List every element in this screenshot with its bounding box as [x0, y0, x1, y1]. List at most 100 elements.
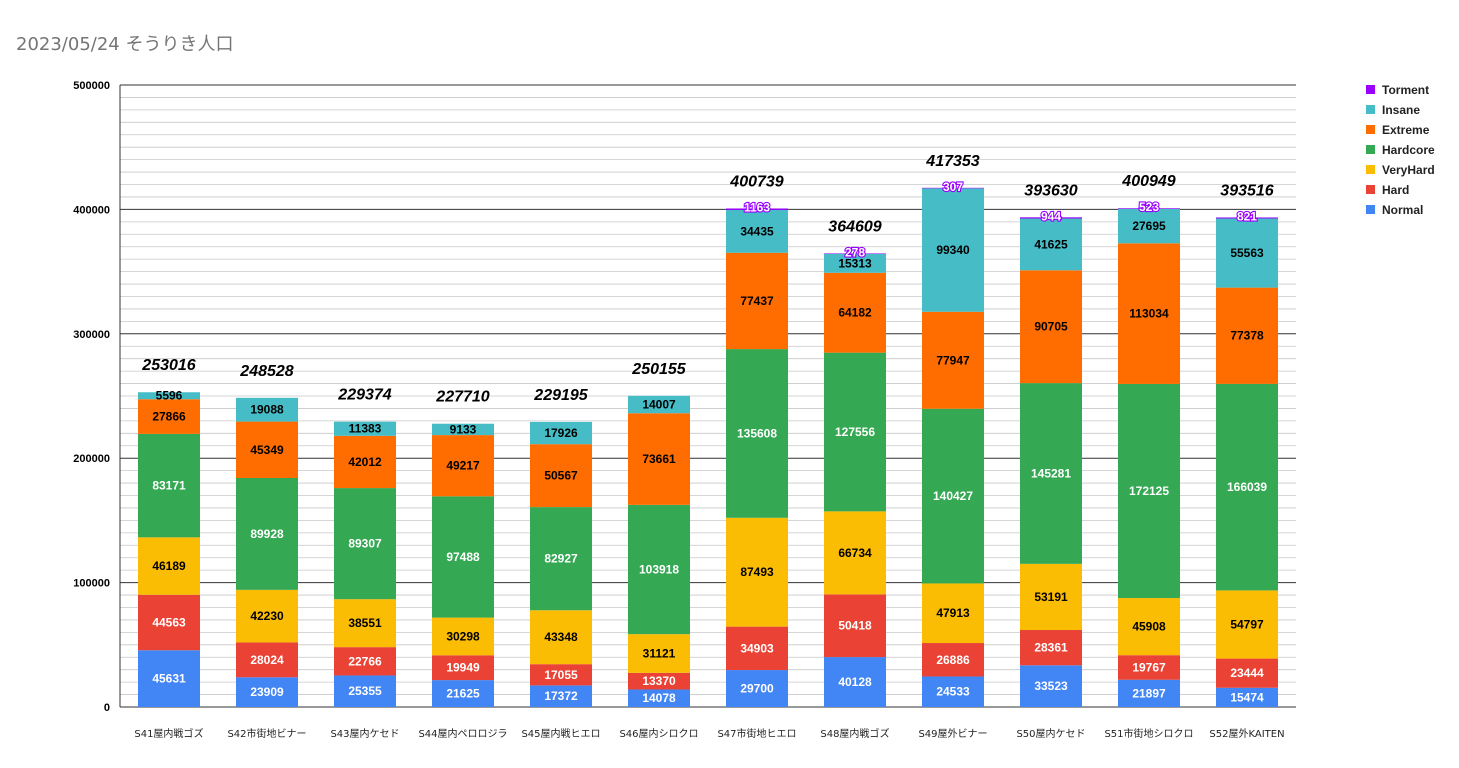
segment-label-hard: 19767: [1132, 660, 1166, 674]
bar-segment-insane: [334, 421, 396, 436]
legend-label-hard: Hard: [1382, 183, 1409, 197]
bar-segment-extreme: [236, 421, 298, 478]
bar-total-label: 250155: [631, 361, 686, 378]
bar-segment-veryhard: [824, 511, 886, 595]
segment-label-hardcore: 135608: [737, 426, 777, 440]
segment-label-veryhard: 66734: [838, 546, 872, 560]
bar-segment-torment: [922, 187, 984, 189]
legend-label-hardcore: Hardcore: [1382, 143, 1435, 157]
bar-segment-hard: [236, 642, 298, 678]
bar-segment-veryhard: [922, 583, 984, 644]
y-axis-ticks: 0 100000 200000 300000 400000 500000: [73, 80, 110, 714]
segment-label-hard: 23444: [1230, 666, 1264, 680]
bar-segment-hard: [530, 664, 592, 686]
segment-label-hardcore: 83171: [152, 479, 186, 493]
x-tick-label: S41屋内戦ゴズ: [134, 727, 203, 740]
bar-segment-extreme: [138, 399, 200, 434]
segment-label-hard: 17055: [544, 668, 578, 682]
total-labels: 253016 248528 229374 227710 229195 250155 4007…: [141, 153, 1273, 406]
segment-label-extreme: 27866: [152, 410, 186, 424]
bar-total-label: 253016: [141, 357, 195, 374]
segment-label-extreme: 64182: [838, 306, 872, 320]
bar-segment-normal: [530, 685, 592, 707]
legend-label-veryhard: VeryHard: [1382, 163, 1435, 177]
legend-label-normal: Normal: [1382, 203, 1423, 217]
legend-swatch-normal: [1366, 205, 1375, 214]
segment-label-hardcore: 172125: [1129, 484, 1169, 498]
bar-segment-hardcore: [726, 349, 788, 518]
segment-label-veryhard: 54797: [1230, 618, 1264, 632]
bar-segment-normal: [922, 676, 984, 707]
segment-label-insane: 14007: [642, 398, 676, 412]
legend-swatch-hardcore: [1366, 145, 1375, 154]
segment-label-hardcore: 166039: [1227, 480, 1267, 494]
segment-label-normal: 33523: [1034, 679, 1068, 693]
bar-total-label: 393630: [1024, 182, 1077, 199]
segment-label-hardcore: 127556: [835, 425, 875, 439]
bar-segment-veryhard: [432, 617, 494, 656]
bar-total-label: 248528: [239, 363, 293, 380]
bar-total-label: 417353: [925, 153, 979, 170]
x-axis-ticks: S41屋内戦ゴズ S42市街地ビナー S43屋内ケセド S44屋内ペロロジラ S45屋内…: [134, 727, 1284, 740]
segment-label-hard: 19949: [446, 661, 480, 675]
bar-segment-veryhard: [628, 634, 690, 673]
bar-segment-torment: [1216, 217, 1278, 219]
segment-label-torment: 821: [1237, 209, 1257, 223]
segment-label-torment: 278: [845, 245, 865, 259]
segment-label-extreme: 77378: [1230, 329, 1264, 343]
segment-label-normal: 21625: [446, 687, 480, 701]
bar-segment-extreme: [824, 272, 886, 353]
bar-segment-veryhard: [334, 599, 396, 648]
y-tick-label: 200000: [73, 453, 110, 465]
bar-segment-hardcore: [824, 352, 886, 512]
segment-label-normal: 29700: [740, 682, 774, 696]
bar-total-label: 393516: [1220, 182, 1273, 199]
bar-segment-hardcore: [138, 433, 200, 538]
legend-swatch-extreme: [1366, 125, 1375, 134]
segment-label-insane: 5596: [156, 389, 183, 403]
bar-segment-hard: [824, 594, 886, 658]
segment-label-hard: 28361: [1034, 641, 1068, 655]
legend-label-torment: Torment: [1382, 83, 1429, 97]
segment-label-extreme: 77947: [936, 353, 970, 367]
bar-segment-insane: [236, 397, 298, 422]
bar-segment-torment: [1020, 217, 1082, 219]
bar-segment-insane: [432, 423, 494, 436]
segment-label-extreme: 77437: [740, 294, 774, 308]
x-tick-label: S43屋内ケセド: [330, 727, 399, 740]
bar-segment-veryhard: [138, 537, 200, 595]
segment-label-insane: 55563: [1230, 246, 1264, 260]
x-tick-label: S46屋内シロクロ: [619, 727, 698, 740]
bar-segment-normal: [432, 680, 494, 707]
segment-label-torment: 307: [943, 180, 963, 194]
segment-label-hardcore: 140427: [933, 489, 973, 503]
bar-segment-torment: [1118, 208, 1180, 209]
bar-segment-insane: [530, 421, 592, 445]
segment-label-veryhard: 43348: [544, 630, 578, 644]
bar-segment-extreme: [1216, 287, 1278, 384]
segment-label-insane: 9133: [450, 422, 477, 436]
bar-segment-hard: [1216, 658, 1278, 688]
y-tick-label: 400000: [73, 204, 110, 216]
segment-label-hardcore: 145281: [1031, 466, 1071, 480]
bar-segment-insane: [138, 392, 200, 400]
bar-segment-hardcore: [628, 504, 690, 635]
bar-segment-hardcore: [334, 488, 396, 600]
segment-label-hard: 44563: [152, 616, 186, 630]
segment-label-normal: 40128: [838, 675, 872, 689]
segment-label-hard: 50418: [838, 619, 872, 633]
bar-segment-normal: [726, 670, 788, 707]
bar-segment-veryhard: [530, 610, 592, 665]
segment-label-extreme: 49217: [446, 459, 480, 473]
segment-label-normal: 23909: [250, 685, 284, 699]
segment-label-veryhard: 38551: [348, 616, 382, 630]
legend-label-insane: Insane: [1382, 103, 1420, 117]
segment-label-normal: 15474: [1230, 690, 1264, 704]
bar-segment-extreme: [726, 252, 788, 350]
bar-segment-torment: [726, 208, 788, 210]
bar-total-label: 227710: [435, 389, 489, 406]
legend-swatch-insane: [1366, 105, 1375, 114]
bar-segment-insane: [628, 395, 690, 414]
segment-label-normal: 24533: [936, 685, 970, 699]
bar-total-label: 400739: [729, 173, 783, 190]
